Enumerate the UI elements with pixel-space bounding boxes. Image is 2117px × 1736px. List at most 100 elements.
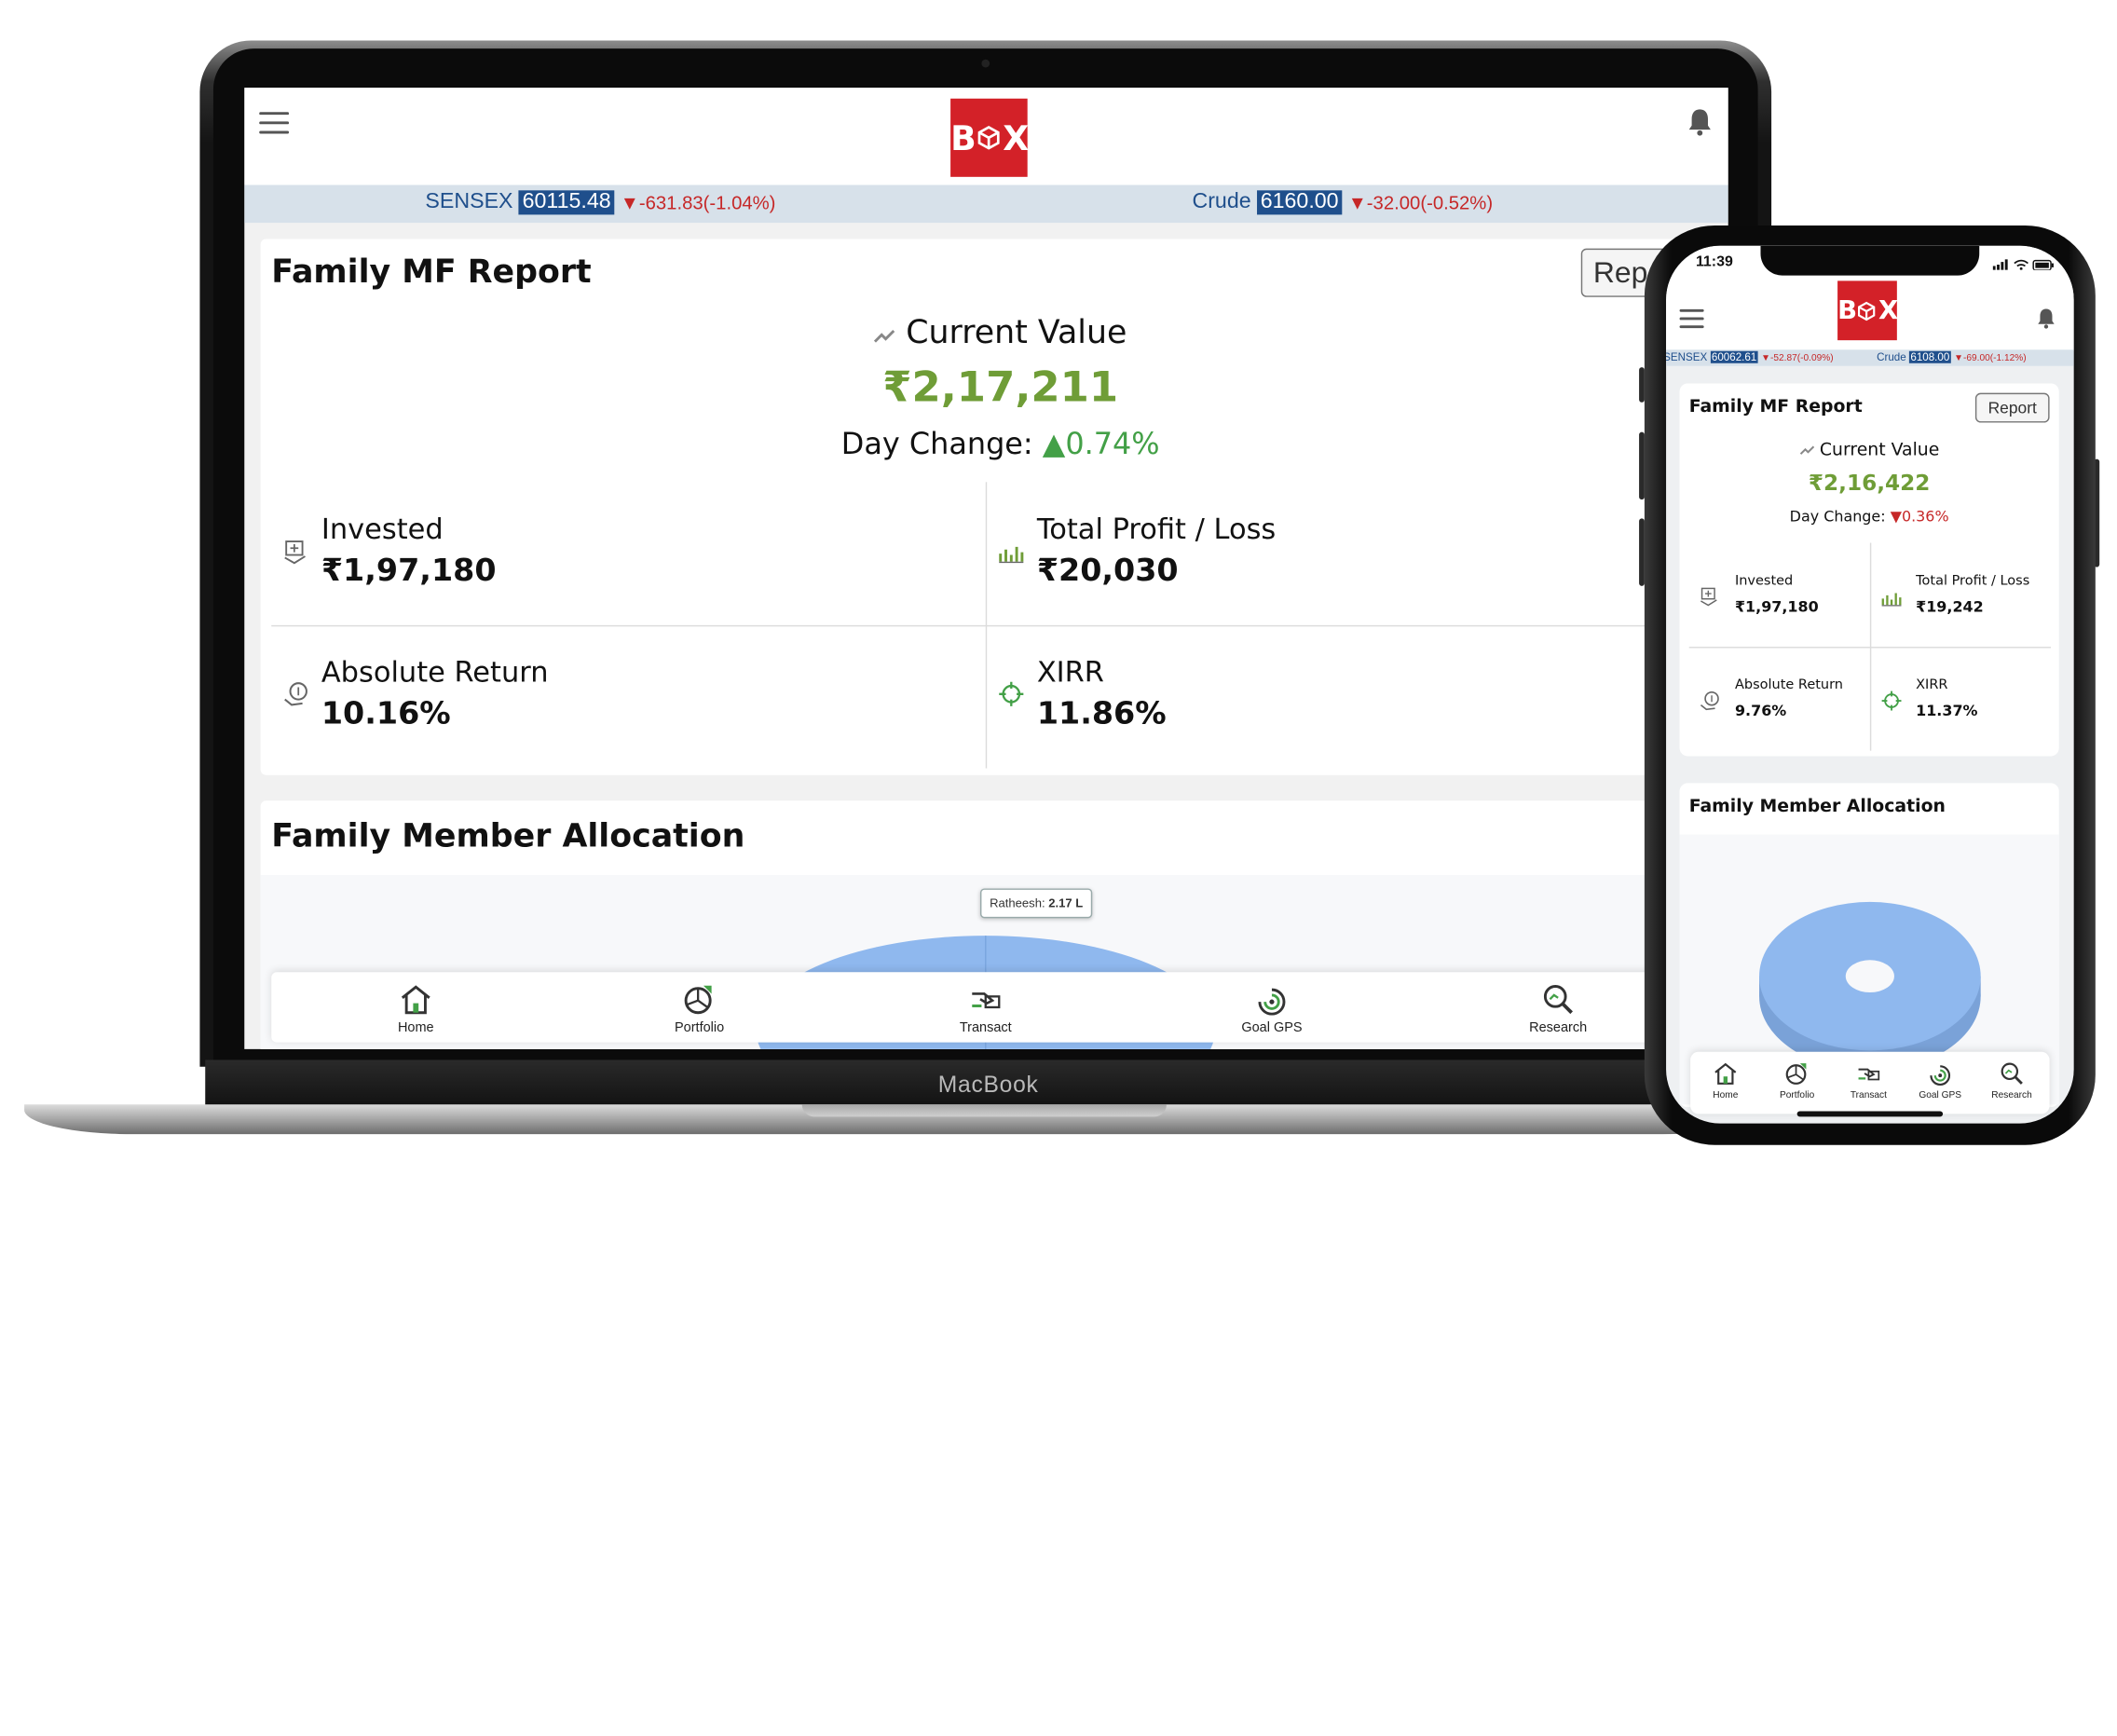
xirr-value: 11.86%	[1036, 696, 1167, 732]
nav-label: Home	[397, 1020, 434, 1036]
ticker-crude[interactable]: Crude 6160.00 ▼-32.00(-0.52%)	[1192, 190, 1494, 215]
invested-value: ₹1,97,180	[1734, 597, 1819, 616]
current-value-label: Current Value	[1680, 440, 2059, 460]
status-icons	[1992, 259, 2054, 270]
bell-icon[interactable]	[2036, 307, 2056, 330]
allocation-tooltip: Ratheesh: 2.17 L	[979, 888, 1093, 919]
day-change-value: ▼0.36%	[1890, 507, 1949, 526]
report-button[interactable]: Report	[1974, 392, 2050, 423]
ticker-name: Crude	[1877, 350, 1906, 363]
laptop-screen: B X SENSEX 60115.48 ▼-631.83(-1.04%) Cru…	[244, 88, 1728, 1049]
card-title: Family Member Allocation	[1688, 796, 1946, 817]
box-logo[interactable]: B X	[950, 98, 1029, 177]
day-change-value: ▲0.74%	[1042, 428, 1160, 462]
day-change: Day Change: ▼0.36%	[1680, 508, 2059, 526]
nav-portfolio[interactable]: Portfolio	[665, 983, 732, 1036]
phone-volume-down-button	[1639, 518, 1645, 586]
nav-home[interactable]: Home	[1693, 1061, 1758, 1100]
phone-side-button	[1639, 367, 1645, 403]
crosshair-icon	[999, 681, 1024, 706]
app-header: B X	[244, 88, 1728, 185]
absolute-return-value: 10.16%	[321, 696, 451, 732]
ticker-sensex[interactable]: SENSEX 60062.61 ▼-52.87(-0.09%)	[1666, 350, 1834, 363]
nav-transact[interactable]: Transact	[952, 983, 1019, 1035]
nav-label: Home	[1713, 1090, 1739, 1100]
nav-label: Portfolio	[675, 1020, 725, 1036]
laptop-chin: MacBook	[205, 1059, 1772, 1108]
ticker-change: ▼-631.83(-1.04%)	[620, 191, 776, 213]
nav-goal-gps[interactable]: Goal GPS	[1238, 983, 1305, 1036]
card-title: Family MF Report	[271, 252, 592, 291]
logo-letter-left: B	[1837, 295, 1857, 326]
nav-research[interactable]: Research	[1979, 1061, 2044, 1100]
trend-icon	[874, 329, 895, 343]
goal-gps-icon	[1930, 1065, 1951, 1086]
ticker-value: 60115.48	[518, 190, 615, 215]
ticker-crude[interactable]: Crude 6108.00 ▼-69.00(-1.12%)	[1877, 350, 2027, 363]
total-profit-loss-label: Total Profit / Loss	[1916, 573, 2030, 589]
phone-market-ticker: SENSEX 60062.61 ▼-52.87(-0.09%) Crude 61…	[1666, 349, 2074, 366]
phone-screen: 11:39 B X SENSEX	[1666, 245, 2074, 1124]
nav-goal-gps[interactable]: Goal GPS	[1907, 1061, 1973, 1100]
nav-label: Research	[1529, 1020, 1588, 1036]
day-change-percent: 0.36%	[1901, 507, 1949, 526]
ticker-change-text: -69.00(-1.12%)	[1963, 353, 2027, 363]
bar-chart-icon	[999, 546, 1024, 564]
status-time: 11:39	[1695, 253, 1733, 270]
cube-icon	[1858, 301, 1876, 321]
menu-icon[interactable]	[259, 112, 290, 134]
portfolio-pie-icon	[1785, 1063, 1807, 1085]
ticker-change: ▼-52.87(-0.09%)	[1760, 353, 1834, 363]
home-icon	[401, 985, 430, 1015]
bottom-nav: Home Portfolio Transact Goal GPS Researc…	[1690, 1051, 2050, 1114]
nav-portfolio[interactable]: Portfolio	[1765, 1061, 1830, 1100]
tooltip-value: 2.17 L	[1048, 896, 1084, 910]
nav-label: Research	[1991, 1090, 2032, 1100]
goal-gps-icon	[1258, 988, 1286, 1016]
logo-letter-right: X	[1003, 117, 1029, 157]
ticker-sensex[interactable]: SENSEX 60115.48 ▼-631.83(-1.04%)	[425, 190, 776, 215]
current-value-label: Current Value	[261, 313, 1728, 351]
day-change-label: Day Change:	[1789, 507, 1886, 526]
nav-label: Goal GPS	[1241, 1020, 1303, 1036]
current-value-text: Current Value	[906, 313, 1127, 351]
nav-research[interactable]: Research	[1524, 983, 1591, 1036]
ticker-value: 60062.61	[1710, 350, 1758, 363]
total-profit-loss-label: Total Profit / Loss	[1036, 513, 1277, 546]
logo-letter-left: B	[950, 117, 977, 157]
ticker-name: SENSEX	[1666, 350, 1708, 363]
ticker-value: 6108.00	[1908, 350, 1951, 363]
logo-letter-right: X	[1878, 295, 1898, 326]
trend-icon	[1799, 445, 1814, 455]
phone-notch	[1760, 245, 1980, 276]
stat-divider-horizontal	[1688, 647, 2052, 649]
money-hand-icon	[284, 540, 306, 565]
absolute-return-value: 9.76%	[1734, 702, 1787, 720]
cube-icon	[977, 125, 1000, 150]
portfolio-pie-icon	[684, 985, 712, 1015]
absolute-return-label: Absolute Return	[1734, 677, 1843, 693]
ticker-name: Crude	[1192, 190, 1251, 213]
market-ticker: SENSEX 60115.48 ▼-631.83(-1.04%) Crude 6…	[244, 185, 1728, 224]
phone-power-button	[2094, 458, 2100, 567]
current-value-amount: ₹2,17,211	[882, 362, 1119, 412]
nav-label: Goal GPS	[1919, 1090, 1962, 1100]
day-change: Day Change: ▲0.74%	[261, 428, 1728, 461]
menu-icon[interactable]	[1679, 308, 1704, 329]
nav-label: Transact	[1850, 1090, 1887, 1100]
xirr-label: XIRR	[1036, 656, 1104, 689]
ticker-change: ▼-69.00(-1.12%)	[1953, 353, 2027, 363]
card-title: Family Member Allocation	[271, 816, 745, 855]
invested-label: Invested	[1734, 573, 1794, 589]
allocation-pie-chart[interactable]	[1680, 834, 2059, 1104]
bell-icon[interactable]	[1687, 106, 1714, 136]
ticker-change: ▼-32.00(-0.52%)	[1347, 191, 1494, 213]
family-mf-report-card: Family MF Report Rep Current Value ₹2,17…	[260, 239, 1728, 775]
card-title: Family MF Report	[1688, 397, 1863, 417]
stat-divider-horizontal	[271, 624, 1728, 627]
home-indicator	[1796, 1111, 1944, 1117]
nav-transact[interactable]: Transact	[1837, 1061, 1902, 1100]
box-logo[interactable]: B X	[1837, 280, 1898, 341]
total-profit-loss-value: ₹19,242	[1916, 597, 1984, 616]
nav-home[interactable]: Home	[382, 983, 449, 1036]
